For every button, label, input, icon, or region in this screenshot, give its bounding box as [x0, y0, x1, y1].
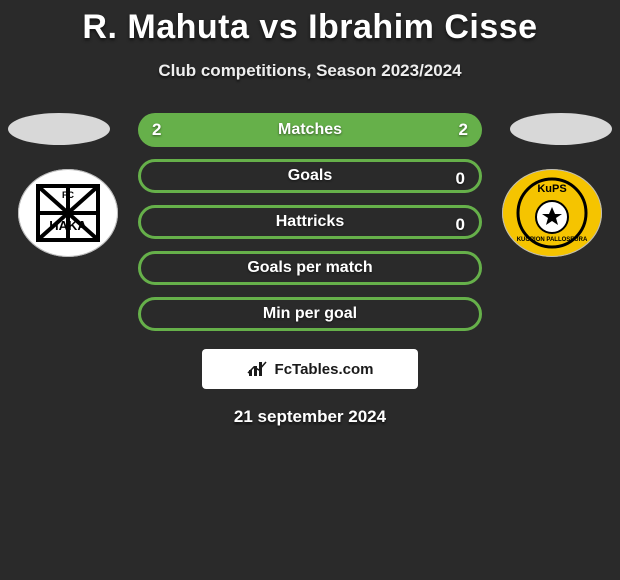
player-portrait-left	[8, 113, 110, 145]
svg-text:FC: FC	[62, 190, 74, 200]
stat-value-left: 2	[152, 113, 161, 147]
stat-bar: Matches 2 2	[138, 113, 482, 147]
attribution-badge: FcTables.com	[202, 349, 418, 389]
page-title: R. Mahuta vs Ibrahim Cisse	[0, 0, 620, 47]
stat-label: Hattricks	[276, 213, 344, 231]
comparison-infographic: R. Mahuta vs Ibrahim Cisse Club competit…	[0, 0, 620, 580]
stat-value-right: 0	[456, 162, 465, 196]
stat-label: Matches	[278, 121, 342, 139]
club-badge-left: HAKA FC	[18, 169, 118, 257]
svg-text:HAKA: HAKA	[49, 218, 87, 233]
content-area: HAKA FC KuPS KUOPION PALLOSEURA Matches 2…	[0, 113, 620, 427]
date-label: 21 september 2024	[0, 407, 620, 427]
haka-icon: HAKA FC	[28, 178, 108, 248]
chart-icon	[247, 360, 269, 378]
stat-value-right: 2	[459, 113, 468, 147]
stat-label: Goals per match	[247, 259, 372, 277]
page-subtitle: Club competitions, Season 2023/2024	[0, 61, 620, 81]
stat-value-right: 0	[456, 208, 465, 242]
stat-bar: Goals 0	[138, 159, 482, 193]
svg-text:KUOPION PALLOSEURA: KUOPION PALLOSEURA	[517, 237, 588, 243]
kups-icon: KuPS KUOPION PALLOSEURA	[512, 177, 592, 249]
stat-bar: Goals per match	[138, 251, 482, 285]
stat-bar: Min per goal	[138, 297, 482, 331]
player-portrait-right	[510, 113, 612, 145]
club-badge-right: KuPS KUOPION PALLOSEURA	[502, 169, 602, 257]
stat-bars: Matches 2 2 Goals 0 Hattricks 0 Goals per match…	[138, 113, 482, 331]
stat-label: Min per goal	[263, 305, 357, 323]
stat-label: Goals	[288, 167, 332, 185]
stat-bar: Hattricks 0	[138, 205, 482, 239]
svg-text:KuPS: KuPS	[537, 183, 566, 195]
attribution-text: FcTables.com	[275, 361, 374, 378]
